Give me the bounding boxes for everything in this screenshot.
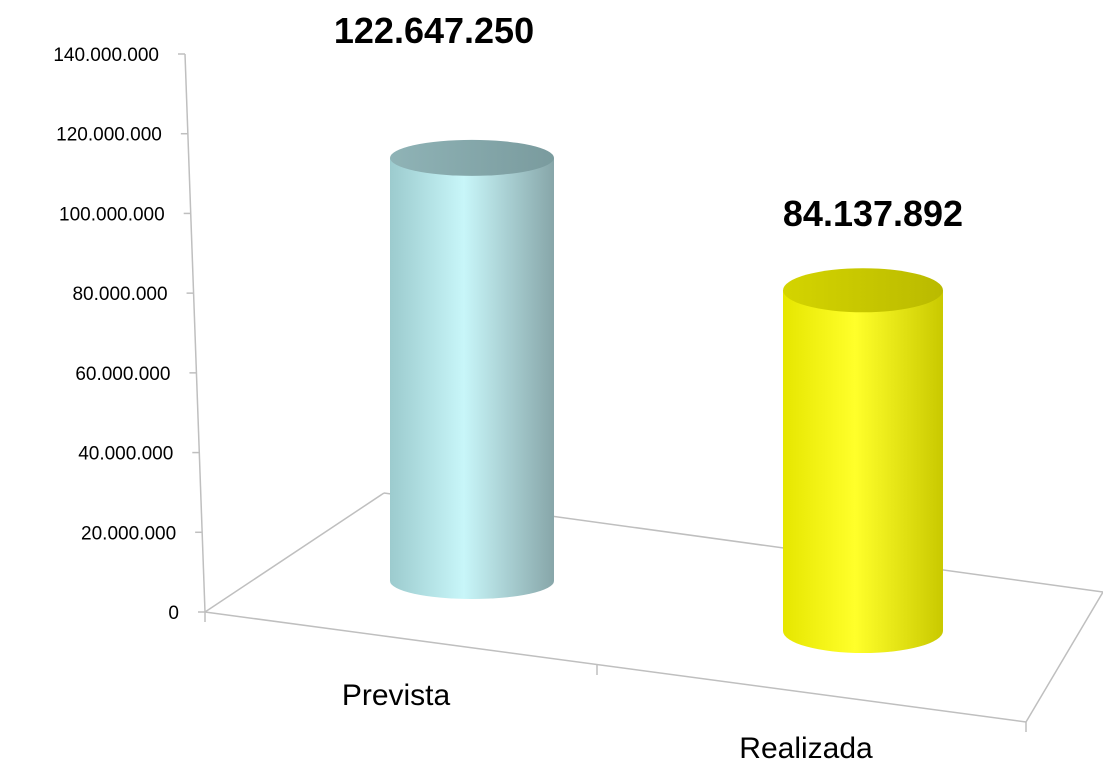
bar-top	[783, 268, 943, 313]
bar-body	[390, 157, 554, 599]
floor-back-left-edge	[204, 492, 385, 613]
category-labels: Prevista Realizada	[342, 679, 873, 765]
y-tick-label: 20.000.000	[81, 523, 176, 544]
floor-right-edge	[1025, 591, 1103, 723]
bar-body	[783, 290, 943, 653]
data-label: 84.137.892	[783, 193, 963, 234]
data-label: 122.647.250	[334, 10, 534, 51]
y-tick-label: 100.000.000	[59, 204, 165, 225]
y-tick-label: 140.000.000	[53, 45, 159, 66]
bars	[390, 139, 943, 653]
bar-realizada	[783, 268, 943, 653]
category-label: Prevista	[342, 679, 451, 712]
y-tick-label: 60.000.000	[75, 364, 170, 385]
y-axis-line	[184, 53, 206, 613]
y-tick-label: 80.000.000	[72, 284, 167, 305]
y-tick-label: 40.000.000	[78, 444, 173, 465]
data-labels: 122.647.250 84.137.892	[334, 10, 963, 234]
bar-prevista	[390, 139, 554, 599]
x-axis-line	[204, 611, 1027, 723]
axes	[184, 53, 1103, 732]
category-label: Realizada	[739, 732, 873, 765]
y-tick-label: 0	[168, 603, 179, 624]
y-ticks: 0 20.000.000 40.000.000 60.000.000 80.000.00…	[53, 45, 205, 624]
bar-top	[390, 139, 554, 176]
y-tick-label: 120.000.000	[56, 125, 162, 146]
